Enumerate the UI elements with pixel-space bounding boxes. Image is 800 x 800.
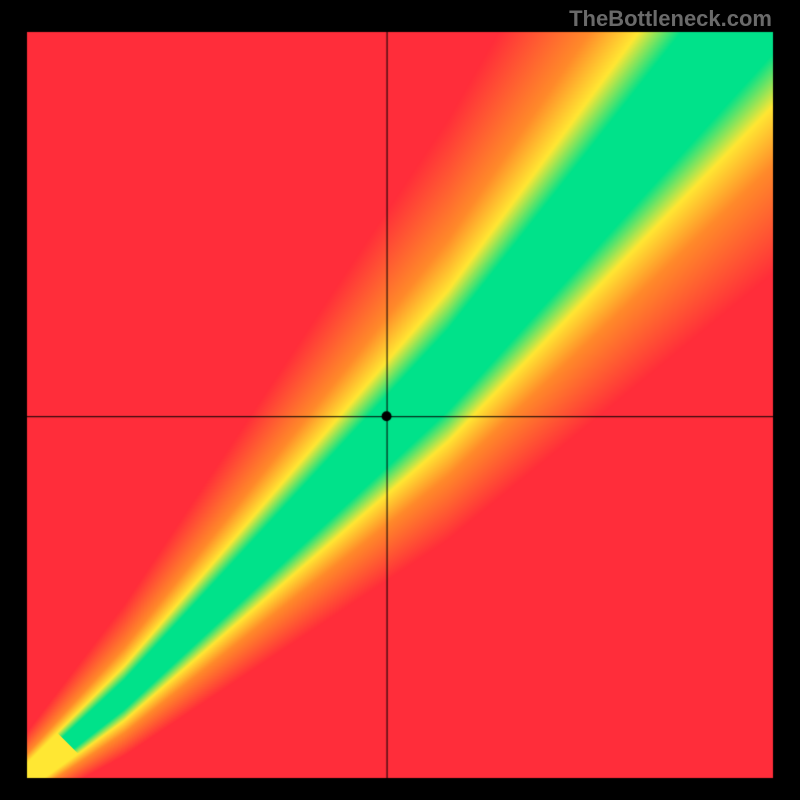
chart-container: TheBottleneck.com: [0, 0, 800, 800]
watermark-text: TheBottleneck.com: [569, 6, 772, 32]
heatmap-canvas: [0, 0, 800, 800]
